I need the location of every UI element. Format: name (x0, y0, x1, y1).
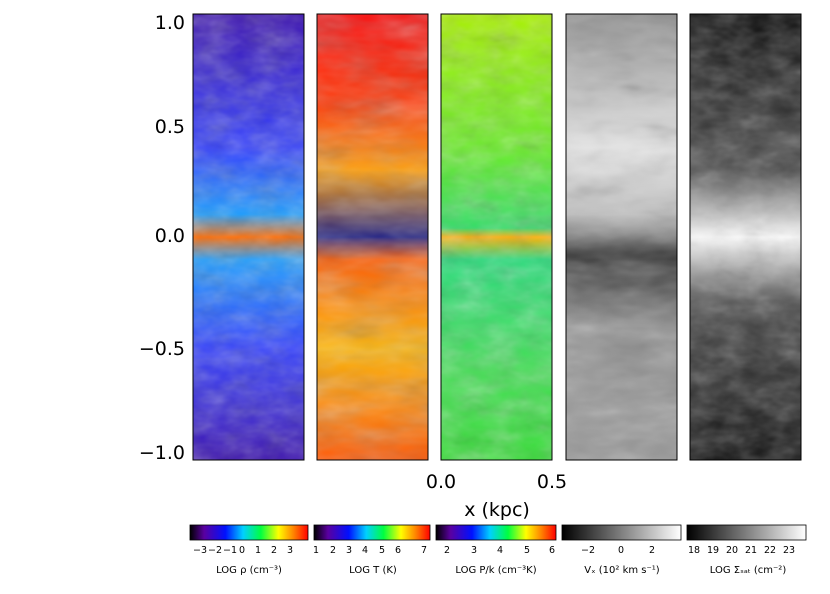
panel-pressure (440, 13, 553, 461)
colorbar-ticks: −3 −2 −1 0 1 2 3 (193, 545, 293, 556)
colorbar-label: LOG ρ (cm⁻³) (216, 565, 282, 576)
colorbar-tick-label: 3 (287, 545, 293, 556)
colorbar-tick-label: 3 (346, 545, 352, 556)
y-tick-label: 0.5 (155, 116, 185, 138)
panel-density (192, 13, 305, 461)
colorbar-surface-density: 18 19 20 21 22 23 LOG Σₛₐₜ (cm⁻²) (686, 524, 807, 576)
colorbar-tick-label: 2 (444, 545, 450, 556)
colorbar-tick-label: 18 (688, 545, 700, 556)
colorbar-tick-label: −3 (193, 545, 207, 556)
colorbar-tick-label: 2 (649, 545, 655, 556)
x-axis: 0.0 0.5 x (kpc) (426, 471, 567, 521)
colorbar-label: Vₓ (10² km s⁻¹) (584, 565, 659, 576)
panel-vertical-velocity (565, 13, 678, 461)
colorbar-tick-label: 7 (421, 545, 427, 556)
colorbar-ticks: −2 0 2 (581, 545, 655, 556)
colorbar-label: LOG Σₛₐₜ (cm⁻²) (710, 565, 787, 576)
y-tick-label: 1.0 (155, 12, 185, 34)
colorbar-vertical-velocity: −2 0 2 Vₓ (10² km s⁻¹) (561, 524, 682, 576)
colorbar-label: LOG P/k (cm⁻³K) (455, 565, 536, 576)
x-axis-label: x (kpc) (464, 499, 530, 521)
colorbar-tick-label: 4 (497, 545, 503, 556)
colorbar-tick-label: −2 (208, 545, 222, 556)
y-axis: 1.0 0.5 0.0 −0.5 −1.0 (139, 12, 185, 464)
colorbar-tick-label: 1 (255, 545, 261, 556)
colorbar-tick-label: 23 (783, 545, 795, 556)
colorbar-tick-label: 19 (707, 545, 719, 556)
colorbar-tick-label: 21 (745, 545, 757, 556)
y-tick-label: −0.5 (139, 338, 185, 360)
colorbar-tick-label: 6 (549, 545, 555, 556)
x-tick-label: 0.0 (426, 471, 456, 493)
colorbar-density: −3 −2 −1 0 1 2 3 LOG ρ (cm⁻³) (189, 524, 309, 576)
colorbar-pressure: 2 3 4 5 6 LOG P/k (cm⁻³K) (435, 524, 557, 576)
colorbar-tick-label: 3 (471, 545, 477, 556)
y-tick-label: 0.0 (155, 225, 185, 247)
colorbar-label: LOG T (K) (349, 565, 397, 576)
colorbar-tick-label: 4 (362, 545, 368, 556)
colorbar-tick-label: 0 (618, 545, 624, 556)
colorbar-tick-label: 2 (330, 545, 336, 556)
colorbar-tick-label: −2 (581, 545, 595, 556)
colorbar-tick-label: −1 (223, 545, 237, 556)
colorbar-temperature: 1 2 3 4 5 6 7 LOG T (K) (313, 524, 431, 576)
panel-surface-density (689, 13, 802, 461)
panel-temperature (316, 13, 429, 461)
colorbar-tick-label: 0 (239, 545, 245, 556)
colorbar-ticks: 1 2 3 4 5 6 7 (313, 545, 427, 556)
colorbar-tick-label: 22 (764, 545, 776, 556)
x-tick-label: 0.5 (537, 471, 567, 493)
colorbar-ticks: 2 3 4 5 6 (444, 545, 555, 556)
colorbar-tick-label: 5 (524, 545, 530, 556)
colorbar-tick-label: 20 (726, 545, 738, 556)
colorbar-tick-label: 6 (395, 545, 401, 556)
colorbar-ticks: 18 19 20 21 22 23 (688, 545, 795, 556)
colorbar-tick-label: 1 (313, 545, 319, 556)
colorbar-tick-label: 2 (271, 545, 277, 556)
colorbar-tick-label: 5 (379, 545, 385, 556)
y-tick-label: −1.0 (139, 442, 185, 464)
